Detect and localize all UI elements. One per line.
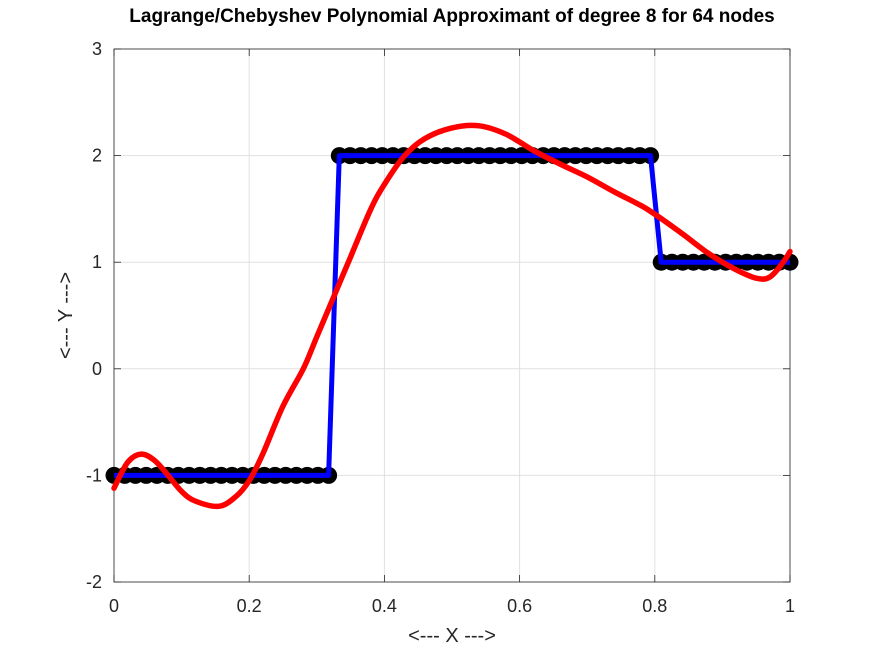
data-line [114, 153, 790, 478]
x-tick-label: 0.4 [372, 596, 397, 616]
y-tick-label: -1 [86, 465, 102, 485]
y-tick-label: 3 [92, 39, 102, 59]
chart-title: Lagrange/Chebyshev Polynomial Approximan… [129, 6, 774, 27]
x-tick-label: 0.2 [237, 596, 262, 616]
x-axis-label: <--- X ---> [408, 625, 496, 647]
x-tick-label: 0.8 [642, 596, 667, 616]
plot-area-frame [113, 48, 791, 583]
y-tick-label: 1 [92, 252, 102, 272]
y-axis-label: <--- Y ---> [55, 272, 77, 359]
y-axis: -2 -1 0 1 2 3 [86, 39, 790, 592]
y-tick-label: -2 [86, 572, 102, 592]
x-tick-label: 0 [109, 596, 119, 616]
y-tick-label: 0 [92, 359, 102, 379]
x-axis: 0 0.2 0.4 0.6 0.8 1 [109, 49, 795, 616]
x-tick-label: 0.6 [507, 596, 532, 616]
approximant-curve [111, 122, 793, 510]
x-tick-label: 1 [785, 596, 795, 616]
series-layer [105, 122, 799, 510]
y-tick-label: 2 [92, 146, 102, 166]
